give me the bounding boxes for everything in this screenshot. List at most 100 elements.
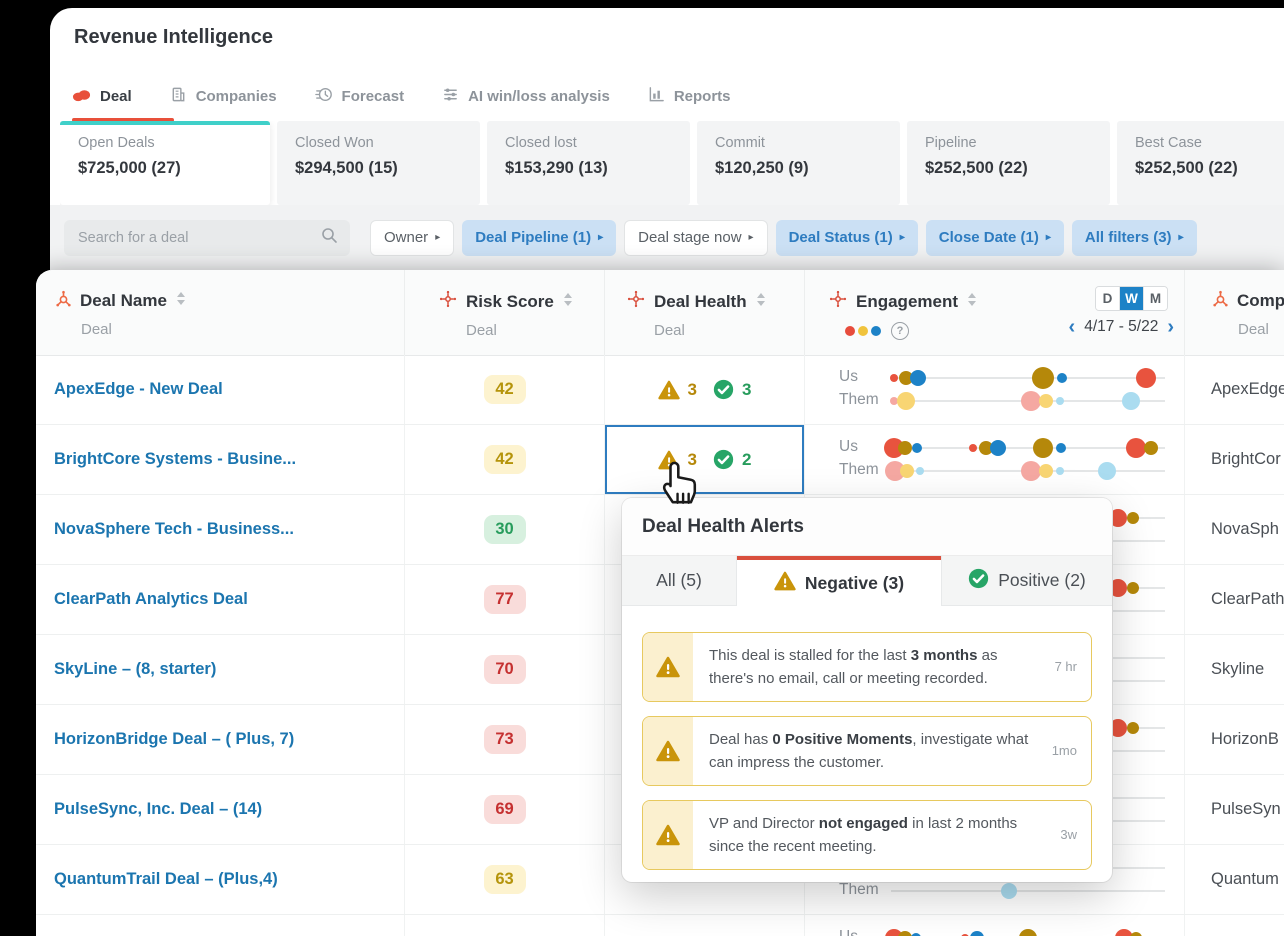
tab-label: Forecast (341, 88, 405, 105)
table-row: QuantumTrail Deal – (Plus,4)63UsThemQuan… (36, 845, 1284, 915)
engagement-legend: ? (845, 322, 1184, 340)
filter-label: Owner (384, 229, 429, 246)
table-header: Deal Name Deal Risk Score Deal Deal Heal… (36, 270, 1284, 356)
column-header-deal-name[interactable]: Deal Name Deal (36, 270, 404, 355)
tab-companies[interactable]: Companies (170, 86, 277, 107)
deal-health-cell[interactable] (604, 705, 804, 774)
tab-label: Deal (100, 88, 132, 105)
tab-reports[interactable]: Reports (648, 86, 731, 107)
card-label: Pipeline (925, 135, 977, 151)
sort-icon[interactable] (563, 292, 573, 312)
column-header-engagement[interactable]: Engagement ? D W M ‹ 4/17 - 5/22 › (804, 270, 1184, 355)
chevron-left-icon[interactable]: ‹ (1068, 316, 1076, 338)
summary-card-best-case[interactable]: Best Case $252,500 (22) (1117, 121, 1284, 205)
check-circle-icon (968, 568, 989, 594)
summary-card-open-deals[interactable]: Open Deals $725,000 (27) (60, 121, 270, 205)
deal-name-link[interactable]: SkyLine – (8, starter) (54, 660, 217, 678)
filter-owner[interactable]: Owner ▸ (370, 219, 455, 256)
deal-name-link[interactable]: ClearPath Analytics Deal (54, 590, 248, 608)
tab-label: Reports (673, 88, 731, 105)
warning-icon (643, 801, 693, 869)
summary-card-pipeline[interactable]: Pipeline $252,500 (22) (907, 121, 1110, 205)
sort-icon[interactable] (756, 292, 766, 312)
chevron-right-icon[interactable]: › (1167, 316, 1174, 338)
filter-all-filters[interactable]: All filters (3) ▸ (1071, 219, 1197, 256)
engagement-dot (910, 932, 921, 936)
deal-health-cell[interactable] (604, 845, 804, 914)
search-input[interactable] (76, 228, 321, 247)
engagement-dot (1109, 508, 1128, 527)
column-header-deal-health[interactable]: Deal Health Deal (604, 270, 804, 355)
deal-name-link[interactable] (36, 915, 404, 936)
custom-object-icon (627, 290, 645, 313)
column-header-company[interactable]: Comp Deal (1184, 270, 1284, 355)
engagement-timeline-them (889, 390, 1165, 411)
card-label: Closed Won (295, 135, 374, 151)
deal-name-link[interactable]: ApexEdge - New Deal (54, 380, 223, 398)
bar-chart-icon (648, 86, 665, 107)
filter-label: Deal Status (1) (788, 229, 893, 246)
filter-deal-pipeline[interactable]: Deal Pipeline (1) ▸ (462, 219, 617, 256)
popup-tabs: All (5) Negative (3) Positive (2) (622, 556, 1112, 606)
filter-close-date[interactable]: Close Date (1) ▸ (925, 219, 1064, 256)
summary-card-closed-lost[interactable]: Closed lost $153,290 (13) (487, 121, 690, 205)
filter-deal-status[interactable]: Deal Status (1) ▸ (775, 219, 918, 256)
popup-tab-all[interactable]: All (5) (622, 556, 737, 606)
deal-health-cell[interactable] (604, 775, 804, 844)
filter-label: Deal stage now (638, 229, 742, 246)
deal-health-cell[interactable] (604, 565, 804, 634)
deal-name-link[interactable]: BrightCore Systems - Busine... (54, 450, 297, 468)
filter-deal-stage[interactable]: Deal stage now ▸ (624, 219, 768, 256)
alert-card: This deal is stalled for the last 3 mont… (642, 632, 1092, 702)
deal-name-link[interactable]: PulseSync, Inc. Deal – (14) (54, 800, 263, 818)
column-title: Engagement (856, 291, 959, 311)
sort-icon[interactable] (967, 292, 977, 312)
warning-icon (643, 717, 693, 785)
engagement-label-us: Us (839, 438, 858, 455)
engagement-dot (970, 930, 985, 936)
page-title: Revenue Intelligence (74, 26, 273, 48)
deal-health-cell[interactable] (604, 915, 804, 936)
deal-health-cell[interactable] (604, 635, 804, 704)
toggle-month[interactable]: M (1143, 287, 1167, 310)
alert-card: VP and Director not engaged in last 2 mo… (642, 800, 1092, 870)
risk-score-cell: 70 (404, 635, 604, 704)
summary-card-closed-won[interactable]: Closed Won $294,500 (15) (277, 121, 480, 205)
popup-tab-label: All (5) (656, 570, 702, 590)
engagement-dot (1055, 442, 1066, 453)
deal-name-link[interactable]: HorizonBridge Deal – ( Plus, 7) (54, 730, 295, 748)
deal-health-cell[interactable] (604, 495, 804, 564)
pointer-cursor-icon (652, 456, 704, 515)
toggle-day[interactable]: D (1096, 287, 1119, 310)
column-header-risk-score[interactable]: Risk Score Deal (404, 270, 604, 355)
popup-tab-positive[interactable]: Positive (2) (941, 556, 1112, 606)
deal-tab-icon (72, 88, 91, 106)
summary-card-commit[interactable]: Commit $120,250 (9) (697, 121, 900, 205)
card-value: $252,500 (22) (1135, 159, 1238, 177)
engagement-dot (915, 466, 924, 475)
granularity-toggle[interactable]: D W M (1095, 286, 1168, 311)
tab-deal[interactable]: Deal (72, 88, 132, 106)
warning-icon (774, 571, 796, 596)
positive-count: 3 (742, 379, 752, 399)
caret-right-icon: ▸ (1178, 232, 1184, 243)
help-icon[interactable]: ? (891, 322, 909, 340)
toggle-week[interactable]: W (1119, 287, 1143, 310)
sort-icon[interactable] (176, 291, 186, 311)
engagement-dot (885, 460, 906, 481)
top-panel: Revenue Intelligence Deal Companies Fore… (50, 8, 1284, 270)
deal-name-link[interactable]: QuantumTrail Deal – (Plus,4) (54, 870, 278, 888)
tab-ai-winloss[interactable]: AI win/loss analysis (442, 86, 610, 107)
deal-name-link[interactable]: NovaSphere Tech - Business... (54, 520, 294, 538)
engagement-dot (1109, 578, 1128, 597)
popup-tab-negative[interactable]: Negative (3) (737, 556, 941, 606)
custom-object-icon (829, 290, 847, 313)
filter-label: All filters (3) (1084, 229, 1172, 246)
column-title: Deal Health (654, 291, 747, 311)
warning-icon (657, 380, 680, 400)
engagement-dot (1098, 461, 1117, 480)
tab-forecast[interactable]: Forecast (314, 86, 405, 107)
